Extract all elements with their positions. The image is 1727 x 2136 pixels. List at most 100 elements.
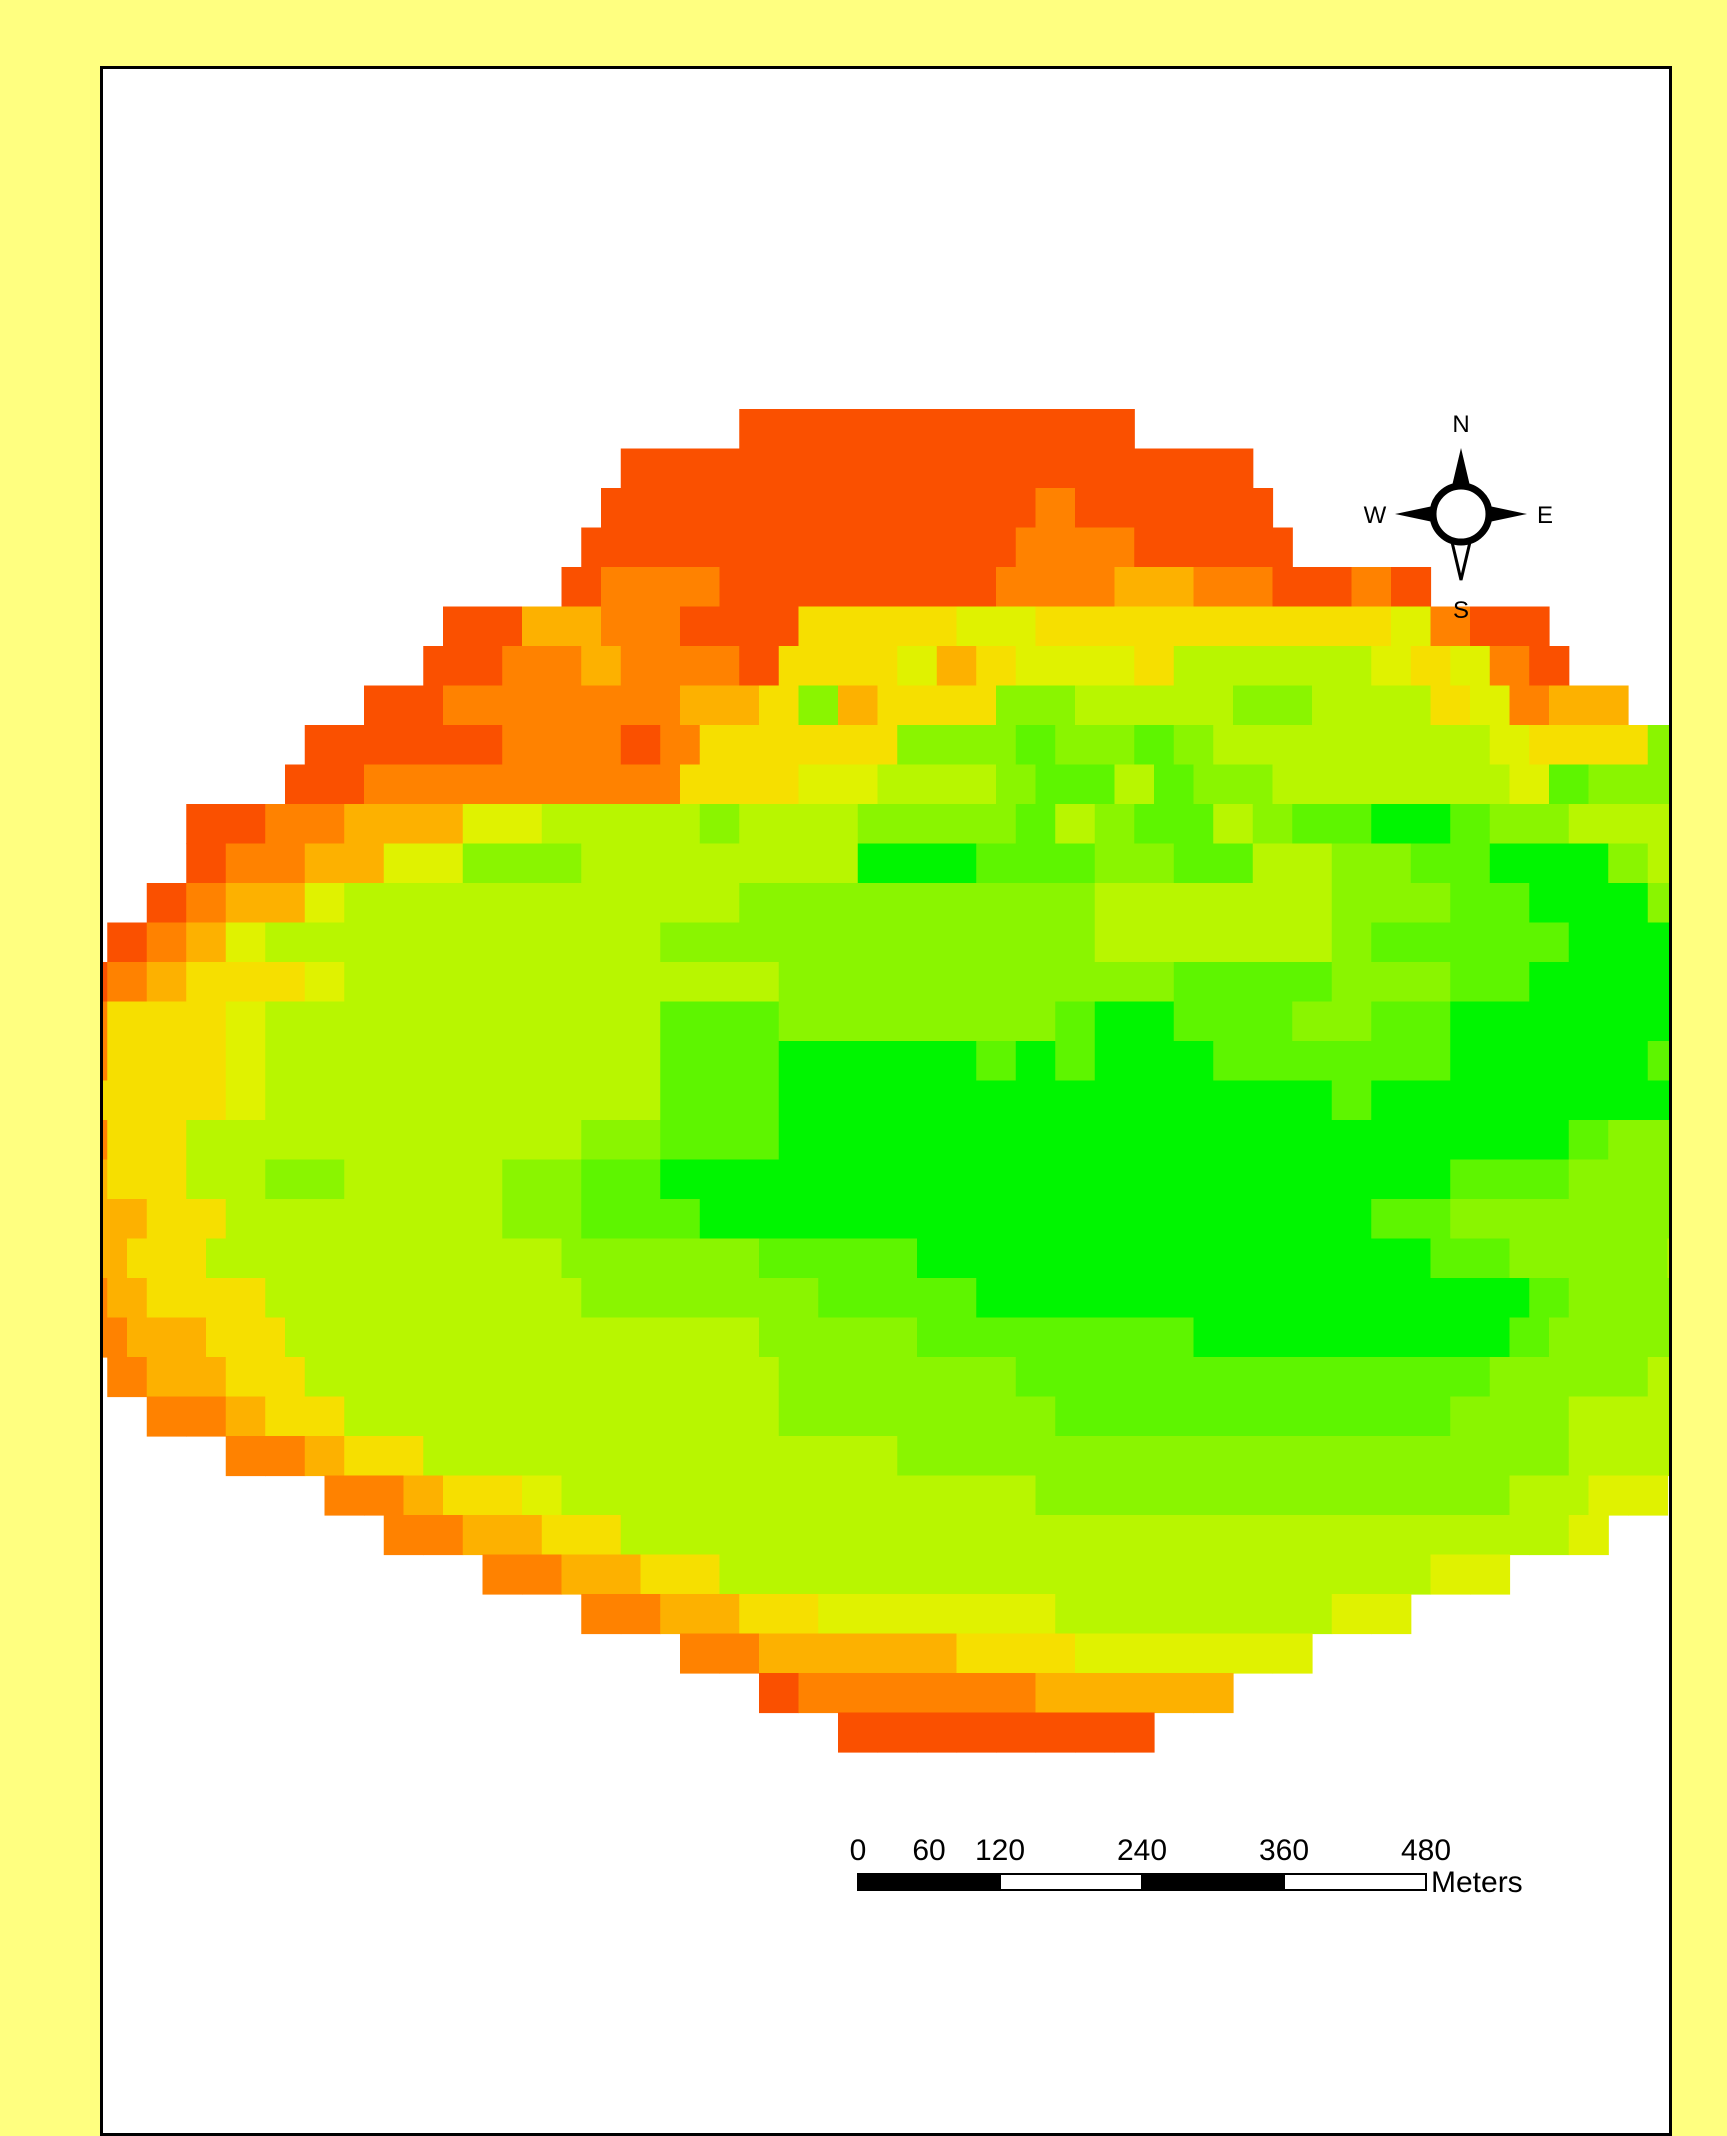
raster-cell [996, 1554, 1037, 1595]
raster-cell [1450, 1199, 1491, 1240]
raster-cell [186, 1001, 227, 1042]
raster-cell [541, 843, 582, 884]
raster-cell [1193, 606, 1234, 647]
raster-cell [1213, 1515, 1254, 1556]
raster-cell [601, 567, 642, 608]
raster-cell [976, 1159, 1017, 1200]
raster-cell [759, 567, 800, 608]
north-arrow: N S E W [1364, 411, 1553, 624]
raster-cell [1371, 1594, 1412, 1635]
raster-cell [1114, 488, 1155, 529]
raster-cell [443, 606, 484, 647]
raster-cell [976, 804, 1017, 845]
raster-cell [541, 883, 582, 924]
raster-cell [897, 883, 938, 924]
raster-cell [1094, 448, 1135, 489]
raster-cell [1055, 1396, 1096, 1437]
raster-cell [1213, 1357, 1254, 1398]
raster-cell [1489, 1080, 1530, 1121]
raster-cell [917, 1317, 958, 1358]
raster-cell [1608, 1159, 1649, 1200]
raster-cell [383, 1199, 424, 1240]
raster-cell [601, 606, 642, 647]
raster-cell [1252, 1001, 1293, 1042]
raster-cell [699, 725, 740, 766]
raster-cell [581, 1080, 622, 1121]
raster-cell [1331, 1080, 1372, 1121]
raster-cell [462, 1199, 503, 1240]
raster-cell [620, 1001, 661, 1042]
raster-cell [1055, 804, 1096, 845]
raster-cell [103, 1238, 128, 1279]
raster-cell [936, 922, 977, 963]
raster-cell [1094, 1199, 1135, 1240]
raster-cell [265, 1278, 306, 1319]
raster-cell [660, 843, 701, 884]
raster-cell [1371, 1120, 1412, 1161]
raster-cell [1608, 1357, 1649, 1398]
raster-cell [1450, 646, 1491, 687]
raster-cell [1252, 1594, 1293, 1635]
raster-cell [897, 843, 938, 884]
raster-cell [1312, 1554, 1353, 1595]
raster-cell [1391, 606, 1432, 647]
raster-cell [620, 1436, 661, 1477]
raster-cell [443, 685, 484, 726]
raster-cell [581, 922, 622, 963]
raster-cell [1094, 1396, 1135, 1437]
raster-cell [304, 1120, 345, 1161]
raster-cell [976, 1041, 1017, 1082]
raster-cell [936, 409, 977, 450]
raster-cell [936, 725, 977, 766]
raster-cell [146, 1278, 187, 1319]
raster-cell [1312, 606, 1353, 647]
map-canvas: N S E W 0 60 120 240 360 480 Meters [103, 409, 1669, 1899]
raster-cell [699, 883, 740, 924]
raster-cell [719, 1238, 760, 1279]
raster-cell [1371, 725, 1412, 766]
raster-cell [225, 843, 266, 884]
raster-cell [976, 922, 1017, 963]
raster-cell [1410, 646, 1451, 687]
raster-cell [1371, 1436, 1412, 1477]
scale-bar: 0 60 120 240 360 480 Meters [850, 1834, 1523, 1899]
raster-cell [1015, 527, 1056, 568]
raster-cell [699, 1159, 740, 1200]
raster-cell [443, 1317, 484, 1358]
raster-cell [1035, 1238, 1076, 1279]
raster-cell [877, 567, 918, 608]
raster-cell [344, 1159, 385, 1200]
raster-cell [127, 1317, 168, 1358]
raster-cell [1173, 725, 1214, 766]
raster-cell [103, 1159, 108, 1200]
raster-cell [936, 1594, 977, 1635]
raster-cell [561, 685, 602, 726]
raster-cell [265, 883, 306, 924]
raster-cell [344, 725, 385, 766]
raster-cell [1529, 1436, 1570, 1477]
raster-cell [1114, 1554, 1155, 1595]
raster-cell [976, 1396, 1017, 1437]
raster-cell [1608, 1436, 1649, 1477]
raster-cell [1015, 1278, 1056, 1319]
raster-cell [1331, 1278, 1372, 1319]
raster-cell [1094, 1080, 1135, 1121]
raster-cell [502, 1396, 543, 1437]
raster-cell [778, 804, 819, 845]
raster-cell [304, 843, 345, 884]
raster-cell [620, 448, 661, 489]
raster-cell [936, 1396, 977, 1437]
raster-cell [1213, 527, 1254, 568]
raster-cell [1489, 725, 1530, 766]
raster-cell [1628, 1317, 1669, 1358]
raster-cell [1608, 1120, 1649, 1161]
raster-cell [1647, 1159, 1669, 1200]
raster-cell [146, 1396, 187, 1437]
raster-cell [1252, 1436, 1293, 1477]
raster-cell [976, 725, 1017, 766]
raster-cell [976, 646, 1017, 687]
raster-cell [1213, 1436, 1254, 1477]
raster-cell [976, 1080, 1017, 1121]
raster-cell [897, 725, 938, 766]
raster-cell [225, 1436, 266, 1477]
